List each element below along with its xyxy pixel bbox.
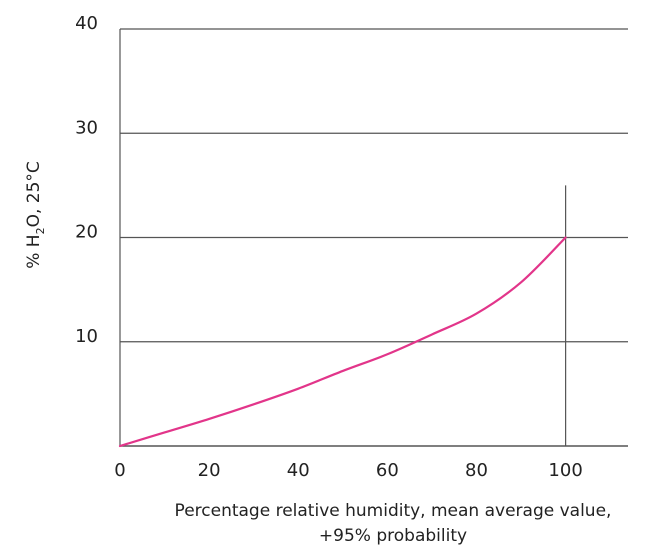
- y-tick-label-30: 30: [75, 117, 98, 138]
- x-tick-label-100: 100: [548, 460, 582, 481]
- y-tick-label-10: 10: [75, 326, 98, 347]
- grid-layer: [120, 28, 628, 343]
- y-tick-label-20: 20: [75, 222, 98, 243]
- y-axis-title-suffix: O, 25°C: [24, 161, 44, 227]
- x-axis-title-line-2: +95% probability: [319, 526, 467, 546]
- x-tick-label-60: 60: [376, 460, 399, 481]
- series-layer: [118, 236, 567, 448]
- y-tick-label-40: 40: [75, 13, 98, 34]
- x-tick-label-40: 40: [287, 460, 310, 481]
- axis-layer: [119, 29, 628, 447]
- x-tick-label-0: 0: [114, 460, 125, 481]
- y-axis-title-prefix: % H: [24, 234, 44, 268]
- series-line-0: [118, 236, 567, 448]
- tick-layer: 0 20 40 60 80 100 10 20 30 40: [75, 13, 583, 481]
- y-axis-title-subscript: 2: [34, 227, 47, 234]
- x-tick-label-80: 80: [465, 460, 488, 481]
- y-axis-title: % H2O, 25°C: [24, 161, 47, 269]
- x-tick-label-20: 20: [198, 460, 221, 481]
- x-axis-title-line-1: Percentage relative humidity, mean avera…: [175, 501, 612, 521]
